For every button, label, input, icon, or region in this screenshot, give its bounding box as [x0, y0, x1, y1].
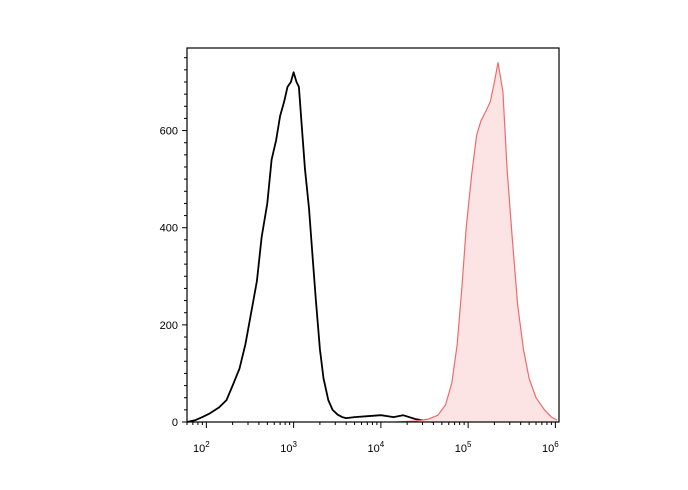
series-1-area: [396, 62, 558, 422]
x-tick-label: 106: [542, 440, 559, 455]
x-tick-label: 103: [280, 440, 297, 455]
x-tick-label: 104: [368, 440, 385, 455]
x-tick-label: 105: [455, 440, 472, 455]
y-tick-label: 400: [160, 223, 178, 235]
y-tick-label: 200: [160, 320, 178, 332]
axis-layer: 0 200 400 600 102 103 104 105 106: [160, 57, 559, 455]
y-tick-label: 0: [172, 417, 178, 429]
series-layer: [186, 62, 558, 423]
series-1-line: [396, 62, 558, 423]
series-0-line: [186, 71, 434, 423]
plot-frame: [186, 47, 560, 423]
x-tick-label: 102: [193, 440, 210, 455]
y-tick-label: 600: [160, 126, 178, 138]
